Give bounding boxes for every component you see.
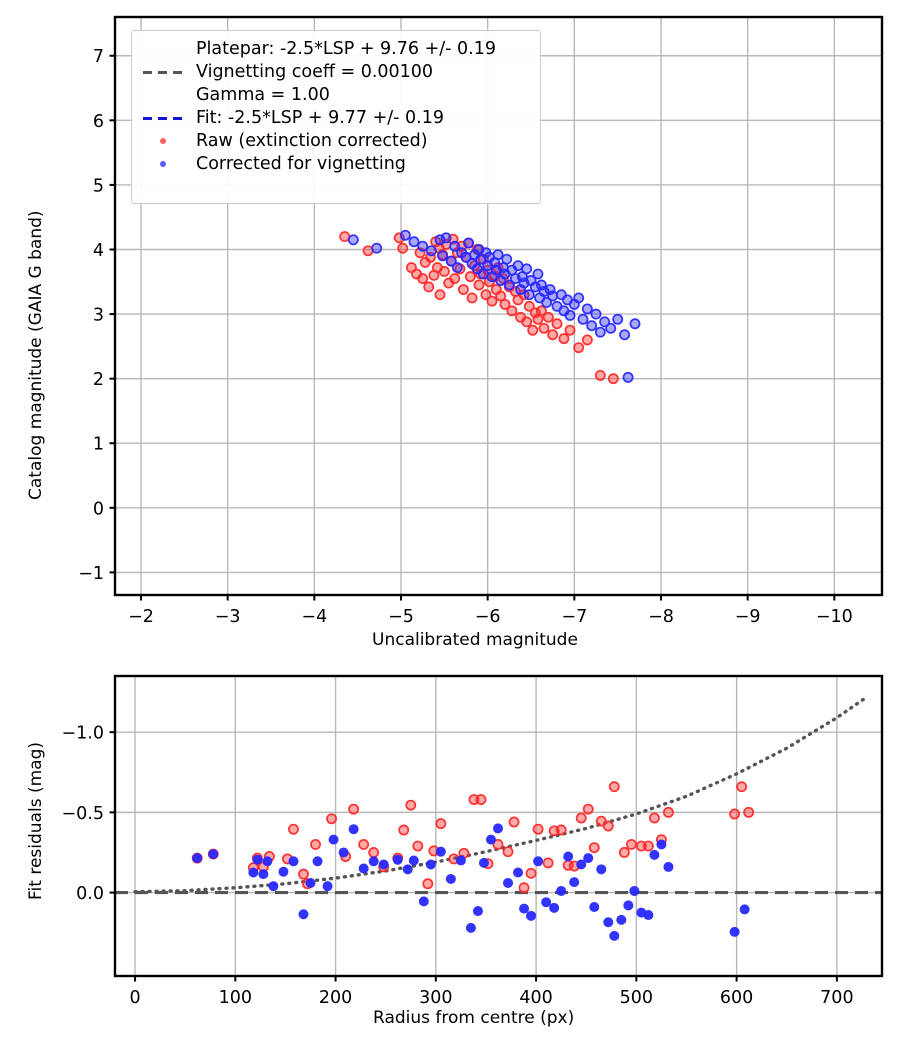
svg-text:200: 200 xyxy=(319,988,352,1008)
svg-text:100: 100 xyxy=(219,988,252,1008)
legend-label-gamma: Gamma = 1.00 xyxy=(196,84,330,105)
svg-text:0: 0 xyxy=(93,499,104,519)
legend-key-dashed-blue xyxy=(141,108,187,128)
svg-text:700: 700 xyxy=(820,988,853,1008)
dashed-blue-line-icon xyxy=(143,116,185,120)
svg-text:7: 7 xyxy=(93,47,104,67)
svg-text:6: 6 xyxy=(93,112,104,132)
svg-text:−10: −10 xyxy=(816,607,853,627)
svg-text:−4: −4 xyxy=(301,607,327,627)
legend-key-none-2 xyxy=(141,85,187,105)
data-layer xyxy=(339,229,641,385)
svg-text:0.0: 0.0 xyxy=(76,884,104,904)
svg-text:5: 5 xyxy=(93,176,104,196)
blue-dot-icon xyxy=(160,160,166,167)
legend-item-platepar: Platepar: -2.5*LSP + 9.76 +/- 0.19 xyxy=(141,37,531,60)
residuals-plot-area: 0 100 200 300 400 500 600 700 0.0 −0.5 −1.0 xyxy=(62,674,884,1008)
svg-text:−1.0: −1.0 xyxy=(62,724,105,744)
series-corrected-for-vignetting xyxy=(192,823,750,941)
svg-text:−8: −8 xyxy=(648,607,674,627)
series-corrected-for-vignetting xyxy=(347,229,641,383)
svg-text:300: 300 xyxy=(419,988,452,1008)
bottom-x-axis-label: Radius from centre (px) xyxy=(373,1008,575,1028)
legend-item-fit: Fit: -2.5*LSP + 9.77 +/- 0.19 xyxy=(141,106,531,129)
legend-item-raw: Raw (extinction corrected) xyxy=(141,129,531,152)
dashed-grey-line-icon xyxy=(143,70,185,74)
svg-text:−3: −3 xyxy=(215,607,241,627)
svg-text:−2: −2 xyxy=(128,607,154,627)
top-y-axis-label: Catalog magnitude (GAIA G band) xyxy=(26,210,46,500)
top-x-axis-label: Uncalibrated magnitude xyxy=(372,630,578,650)
svg-text:2: 2 xyxy=(93,370,104,390)
svg-text:400: 400 xyxy=(519,988,552,1008)
legend-item-corrected: Corrected for vignetting xyxy=(141,152,531,175)
svg-text:−6: −6 xyxy=(475,607,501,627)
legend-item-vignetting-coeff: Vignetting coeff = 0.00100 xyxy=(141,60,531,83)
legend-key-blue-dot xyxy=(141,154,187,174)
legend: Platepar: -2.5*LSP + 9.76 +/- 0.19 Vigne… xyxy=(131,30,541,204)
svg-text:−5: −5 xyxy=(388,607,414,627)
legend-label-fit: Fit: -2.5*LSP + 9.77 +/- 0.19 xyxy=(196,107,444,128)
svg-text:−1: −1 xyxy=(78,564,104,584)
svg-text:3: 3 xyxy=(93,306,104,326)
red-dot-icon xyxy=(160,137,166,144)
svg-text:600: 600 xyxy=(720,988,753,1008)
gridlines xyxy=(115,676,882,976)
svg-text:1: 1 xyxy=(93,435,104,455)
legend-label-platepar: Platepar: -2.5*LSP + 9.76 +/- 0.19 xyxy=(196,38,496,59)
legend-key-red-dot xyxy=(141,131,187,151)
svg-text:−0.5: −0.5 xyxy=(62,804,105,824)
svg-text:−7: −7 xyxy=(561,607,587,627)
svg-text:4: 4 xyxy=(93,241,104,261)
legend-key-none xyxy=(141,39,187,59)
svg-text:−9: −9 xyxy=(735,607,761,627)
legend-item-gamma: Gamma = 1.00 xyxy=(141,83,531,106)
ticks: 0 100 200 300 400 500 600 700 0.0 −0.5 −1.0 xyxy=(62,724,854,1008)
legend-key-dashed-grey xyxy=(141,62,187,82)
photometric-calibration-panel: −2 −3 −4 −5 −6 −7 −8 −9 −10 −1 0 1 2 3 4 5 6 7 xyxy=(78,15,884,627)
svg-text:500: 500 xyxy=(620,988,653,1008)
legend-label-vignetting-coeff: Vignetting coeff = 0.00100 xyxy=(196,61,434,82)
svg-text:0: 0 xyxy=(129,988,140,1008)
legend-label-raw: Raw (extinction corrected) xyxy=(196,130,428,151)
fit-residuals-panel: 0 100 200 300 400 500 600 700 0.0 −0.5 −1.0 xyxy=(0,660,900,1050)
data-layer xyxy=(115,695,882,941)
series-raw-extinction-corrected xyxy=(191,781,755,894)
bottom-y-axis-label: Fit residuals (mag) xyxy=(26,742,46,900)
legend-label-corrected: Corrected for vignetting xyxy=(196,153,406,174)
